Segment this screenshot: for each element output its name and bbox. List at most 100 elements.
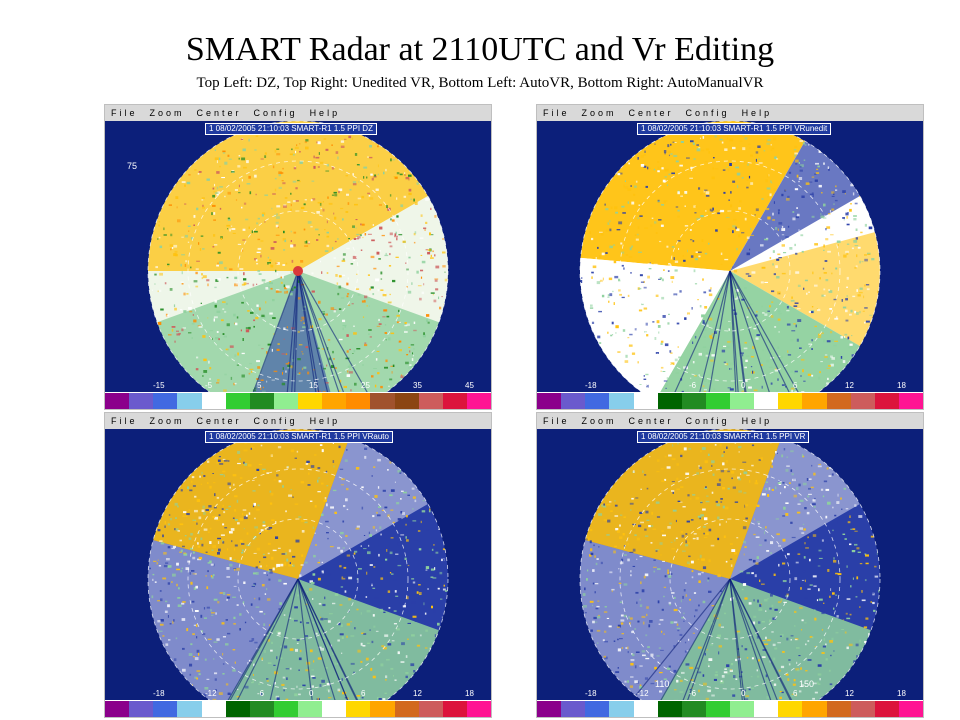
scale-label: 18 — [897, 689, 906, 698]
radar-echo-field — [148, 121, 448, 392]
color-swatch — [874, 393, 899, 409]
scale-label: 18 — [465, 689, 474, 698]
color-swatch — [105, 701, 130, 717]
color-swatch — [778, 701, 803, 717]
radar-ppi-view[interactable]: 75 1 08/02/2005 21:10:03 SMART-R1 1.5 PPI… — [105, 121, 491, 392]
color-swatch — [754, 701, 779, 717]
radar-ppi-view[interactable]: 110 150 1 08/02/2005 21:10:03 SMART-R1 1.5… — [537, 429, 923, 700]
color-swatch — [850, 701, 875, 717]
color-swatch — [394, 701, 419, 717]
scan-info-label: 1 08/02/2005 21:10:03 SMART-R1 1.5 PPI V… — [637, 431, 810, 443]
scale-label: -6 — [689, 689, 697, 698]
scale-label: 0 — [309, 689, 314, 698]
color-swatch — [201, 393, 226, 409]
menu-help[interactable]: Help — [309, 108, 341, 118]
color-swatch — [850, 393, 875, 409]
menu-config[interactable]: Config — [685, 108, 730, 118]
radar-ppi-view[interactable]: 1 08/02/2005 21:10:03 SMART-R1 1.5 PPI V… — [105, 429, 491, 700]
color-swatch — [585, 393, 610, 409]
range-label: 75 — [127, 161, 137, 171]
radar-window-vr-auto: File Zoom Center Config Help 1 08/02/2005 21:… — [104, 412, 492, 718]
color-scale-bar — [105, 701, 491, 717]
menu-center[interactable]: Center — [196, 416, 242, 426]
color-swatch — [561, 701, 586, 717]
menu-help[interactable]: Help — [741, 108, 773, 118]
radar-echo-field — [148, 429, 448, 700]
range-ring — [187, 468, 409, 690]
color-swatch — [177, 393, 202, 409]
menu-center[interactable]: Center — [196, 108, 242, 118]
color-swatch — [370, 701, 395, 717]
menu-file[interactable]: File — [543, 416, 570, 426]
color-swatch — [105, 393, 130, 409]
color-swatch — [802, 701, 827, 717]
color-swatch — [153, 393, 178, 409]
color-swatch — [778, 393, 803, 409]
scale-label: 6 — [793, 689, 798, 698]
menu-zoom[interactable]: Zoom — [581, 416, 617, 426]
color-swatch — [225, 393, 250, 409]
range-ring — [579, 121, 881, 392]
scale-label: 0 — [741, 689, 746, 698]
radar-echo-field — [580, 429, 880, 700]
range-ring — [669, 210, 791, 332]
scale-label: 6 — [793, 381, 798, 390]
color-swatch — [322, 393, 347, 409]
color-swatch — [537, 393, 562, 409]
menu-zoom[interactable]: Zoom — [581, 108, 617, 118]
color-swatch — [826, 701, 851, 717]
slide-subtitle: Top Left: DZ, Top Right: Unedited VR, Bo… — [196, 75, 764, 91]
scan-info-label: 1 08/02/2005 21:10:03 SMART-R1 1.5 PPI V… — [205, 431, 393, 443]
menu-config[interactable]: Config — [685, 416, 730, 426]
menu-file[interactable]: File — [111, 108, 138, 118]
color-swatch — [346, 393, 371, 409]
radar-window-vr-unedited: File Zoom Center Config Help 1 08/02/2005 21:… — [536, 104, 924, 410]
color-swatch — [466, 701, 491, 717]
menu-help[interactable]: Help — [309, 416, 341, 426]
menu-file[interactable]: File — [543, 108, 570, 118]
color-swatch — [394, 393, 419, 409]
menu-config[interactable]: Config — [253, 108, 298, 118]
color-swatch — [418, 701, 443, 717]
color-swatch — [442, 393, 467, 409]
menu-zoom[interactable]: Zoom — [149, 416, 185, 426]
menu-config[interactable]: Config — [253, 416, 298, 426]
color-swatch — [153, 701, 178, 717]
color-swatch — [898, 701, 923, 717]
menu-help[interactable]: Help — [741, 416, 773, 426]
range-ring — [619, 160, 841, 382]
scale-label: -18 — [585, 689, 597, 698]
color-swatch — [418, 393, 443, 409]
menu-center[interactable]: Center — [628, 108, 674, 118]
scale-label: -12 — [637, 381, 649, 390]
range-ring — [669, 518, 791, 640]
color-swatch — [322, 701, 347, 717]
color-swatch — [249, 701, 274, 717]
range-ring — [237, 210, 359, 332]
radar-site-marker — [293, 266, 303, 276]
color-swatch — [298, 701, 323, 717]
color-swatch — [802, 393, 827, 409]
range-ring — [619, 468, 841, 690]
scan-info-label: 1 08/02/2005 21:10:03 SMART-R1 1.5 PPI V… — [637, 123, 832, 135]
radar-window-dz: File Zoom Center Config Help 75 1 08/02/2005 2… — [104, 104, 492, 410]
range-label: 110 — [655, 679, 669, 689]
scale-label: 15 — [309, 381, 318, 390]
scan-info-label: 1 08/02/2005 21:10:03 SMART-R1 1.5 PPI D… — [205, 123, 377, 135]
scale-label: -5 — [205, 381, 213, 390]
color-swatch — [705, 393, 730, 409]
scale-label: 35 — [413, 381, 422, 390]
range-ring — [187, 160, 409, 382]
color-scale-labels: -15 -5 5 15 25 35 45 — [105, 381, 491, 391]
menu-bar: File Zoom Center Config Help — [105, 413, 491, 430]
scale-label: 12 — [845, 381, 854, 390]
menu-bar: File Zoom Center Config Help — [105, 105, 491, 122]
menu-center[interactable]: Center — [628, 416, 674, 426]
scale-label: 12 — [845, 689, 854, 698]
color-swatch — [298, 393, 323, 409]
menu-zoom[interactable]: Zoom — [149, 108, 185, 118]
color-scale-bar — [537, 393, 923, 409]
color-swatch — [633, 701, 658, 717]
radar-ppi-view[interactable]: 1 08/02/2005 21:10:03 SMART-R1 1.5 PPI V… — [537, 121, 923, 392]
menu-file[interactable]: File — [111, 416, 138, 426]
